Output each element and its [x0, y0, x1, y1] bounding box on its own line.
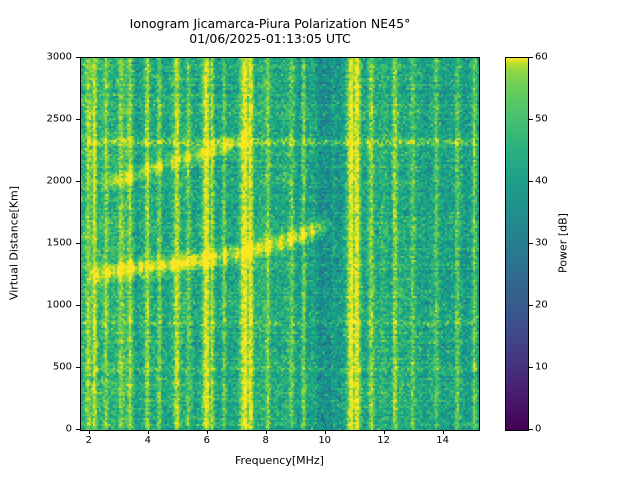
x-tick-mark: [383, 430, 385, 434]
y-tick-mark: [76, 57, 80, 58]
y-tick-label: 3000: [46, 51, 72, 63]
y-tick-label: 2000: [46, 175, 72, 187]
colorbar-tick-mark: [529, 181, 533, 182]
colorbar: [505, 57, 529, 431]
y-tick-mark: [76, 243, 80, 244]
x-tick-mark: [206, 430, 208, 434]
colorbar-gradient: [506, 58, 528, 430]
x-axis-label: Frequency[MHz]: [235, 454, 324, 467]
colorbar-tick-mark: [529, 429, 533, 430]
y-tick-mark: [76, 305, 80, 306]
colorbar-tick-label: 60: [535, 51, 548, 63]
x-tick-label: 8: [262, 435, 269, 446]
colorbar-tick-mark: [529, 243, 533, 244]
x-tick-label: 4: [144, 435, 151, 446]
x-tick-label: 10: [318, 435, 332, 446]
colorbar-tick-label: 20: [535, 299, 548, 311]
colorbar-tick-mark: [529, 367, 533, 368]
y-tick-mark: [76, 119, 80, 120]
ionogram-heatmap: [81, 58, 479, 430]
x-tick-mark: [88, 430, 90, 434]
y-tick-label: 500: [52, 361, 72, 373]
x-tick-label: 12: [377, 435, 391, 446]
x-tick-label: 2: [85, 435, 93, 446]
x-tick-mark: [265, 430, 267, 434]
x-tick-mark: [442, 430, 444, 434]
y-axis-label-text: Virtual Distance[Km]: [7, 185, 21, 301]
colorbar-tick-label: 10: [535, 361, 548, 373]
colorbar-tick-label: 30: [535, 237, 548, 249]
x-tick-mark: [324, 430, 326, 434]
y-tick-label: 0: [65, 423, 72, 435]
colorbar-tick-mark: [529, 305, 533, 306]
y-tick-label: 1500: [46, 237, 72, 249]
colorbar-tick-label: 40: [535, 175, 548, 187]
figure-title: Ionogram Jicamarca-Piura Polarization NE…: [0, 16, 540, 46]
y-tick-mark: [76, 367, 80, 368]
colorbar-label-text: Power [dB]: [556, 213, 570, 273]
y-tick-label: 2500: [46, 113, 72, 125]
plot-area: [80, 57, 480, 431]
x-tick-label: 14: [436, 435, 449, 446]
y-tick-label: 1000: [46, 299, 72, 311]
title-line-2: 01/06/2025-01:13:05 UTC: [189, 31, 351, 46]
y-tick-mark: [76, 181, 80, 182]
x-tick-mark: [147, 430, 149, 434]
colorbar-tick-mark: [529, 57, 533, 58]
title-line-1: Ionogram Jicamarca-Piura Polarization NE…: [129, 16, 411, 31]
x-tick-label: 6: [203, 435, 210, 446]
colorbar-tick-label: 0: [535, 423, 542, 435]
colorbar-tick-mark: [529, 119, 533, 120]
colorbar-tick-label: 50: [535, 113, 548, 125]
y-tick-mark: [76, 429, 80, 430]
